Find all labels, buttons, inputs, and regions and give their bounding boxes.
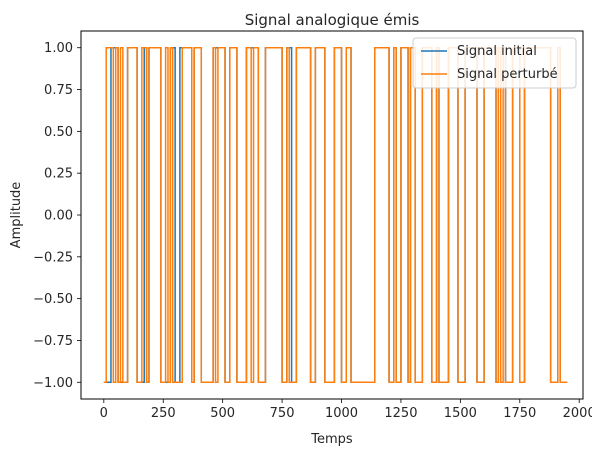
x-tick-label: 0 xyxy=(100,406,108,421)
y-tick-label: 0.00 xyxy=(44,209,73,224)
legend-box xyxy=(412,37,577,89)
x-tick-label: 1250 xyxy=(384,406,417,421)
legend-label-signal-perturbe: Signal perturbé xyxy=(457,67,558,82)
chart-title: Signal analogique émis xyxy=(245,11,420,29)
y-tick-label: −1.00 xyxy=(33,376,73,391)
x-tick-label: 500 xyxy=(210,406,235,421)
y-axis: 1.00 0.75 0.50 0.25 0.00 −0.25 −0.50 −0.75 −1.00 xyxy=(33,41,81,391)
y-tick-label: 0.75 xyxy=(44,83,73,98)
x-tick-label: 750 xyxy=(270,406,295,421)
x-axis-label: Temps xyxy=(310,432,353,447)
x-tick-label: 1000 xyxy=(325,406,358,421)
y-tick-label: −0.75 xyxy=(33,334,73,349)
x-tick-label: 2000 xyxy=(563,406,592,421)
legend-label-signal-initial: Signal initial xyxy=(457,44,537,59)
y-tick-label: 1.00 xyxy=(44,41,73,56)
y-tick-label: 0.50 xyxy=(44,125,73,140)
x-axis: 0 250 500 750 1000 1250 1500 1750 2000 xyxy=(100,399,592,421)
x-tick-label: 1500 xyxy=(444,406,477,421)
y-tick-label: −0.25 xyxy=(33,250,73,265)
legend: Signal initial Signal perturbé xyxy=(412,37,577,89)
y-tick-label: −0.50 xyxy=(33,292,73,307)
x-tick-label: 250 xyxy=(151,406,176,421)
y-tick-label: 0.25 xyxy=(44,167,73,182)
y-axis-label: Amplitude xyxy=(9,182,24,249)
x-tick-label: 1750 xyxy=(503,406,536,421)
